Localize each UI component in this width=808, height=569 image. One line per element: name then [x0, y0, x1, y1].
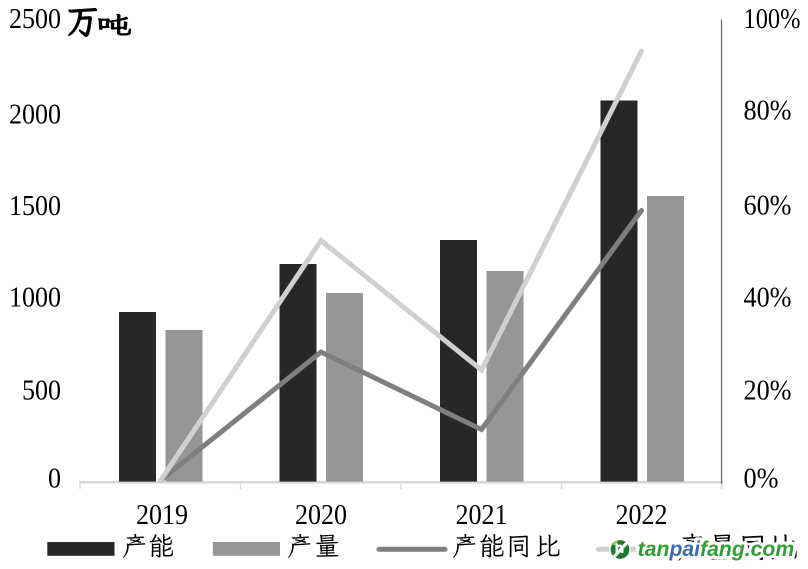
svg-text:2022: 2022	[616, 500, 668, 531]
svg-text:1000: 1000	[9, 283, 61, 314]
svg-text:0%: 0%	[744, 464, 779, 495]
svg-text:60%: 60%	[744, 191, 792, 222]
svg-text:tanpaifang.com: tanpaifang.com	[638, 538, 795, 561]
svg-text:1500: 1500	[9, 191, 61, 222]
svg-text:2019: 2019	[136, 500, 188, 531]
svg-text:0: 0	[48, 464, 61, 495]
svg-text:tanpaifang.com: tanpaifang.com	[638, 538, 795, 561]
svg-text:500: 500	[22, 376, 61, 407]
svg-text:2500: 2500	[9, 4, 61, 35]
svg-text:20%: 20%	[744, 376, 792, 407]
svg-text:2021: 2021	[456, 500, 508, 531]
svg-text:100%: 100%	[744, 4, 801, 35]
svg-text:40%: 40%	[744, 283, 792, 314]
svg-text:80%: 80%	[744, 96, 792, 127]
svg-text:2020: 2020	[295, 500, 347, 531]
svg-text:2000: 2000	[9, 100, 61, 131]
